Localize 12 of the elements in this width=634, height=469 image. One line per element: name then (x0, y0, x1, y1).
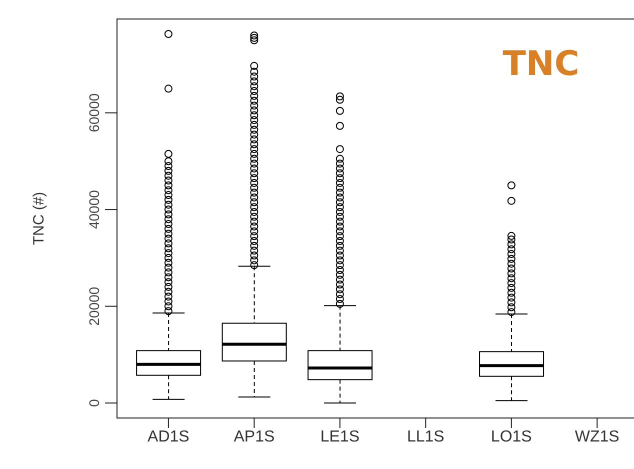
x-tick-label: AP1S (234, 428, 275, 446)
x-tick-label: LL1S (406, 428, 444, 446)
y-tick-label: 40000 (86, 190, 102, 230)
x-tick-label: AD1S (148, 428, 190, 446)
x-tick-label: LO1S (490, 428, 532, 446)
y-tick-label: 60000 (86, 93, 102, 132)
y-axis-title: TNC (#) (30, 192, 48, 246)
y-tick-label: 0 (86, 398, 102, 407)
x-tick-label: LE1S (320, 428, 360, 446)
x-tick-label: WZ1S (574, 428, 620, 446)
text: TNC (502, 44, 580, 84)
y-tick-label: 20000 (86, 286, 102, 326)
